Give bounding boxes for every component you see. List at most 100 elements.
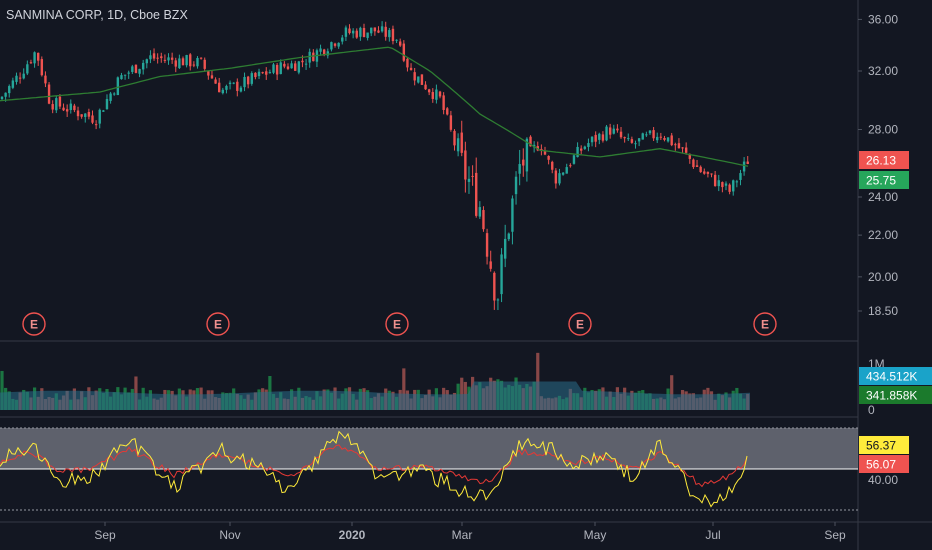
candle-body xyxy=(0,96,4,100)
price-tick-label: 24.00 xyxy=(868,190,898,204)
candle-body xyxy=(40,59,44,76)
volume-bar xyxy=(536,352,540,410)
time-tick-label: 2020 xyxy=(339,528,366,542)
candle-body xyxy=(511,198,514,232)
candle-body xyxy=(189,54,192,67)
candle-body xyxy=(688,153,691,159)
candle-body xyxy=(181,58,185,66)
candle-body xyxy=(37,52,40,61)
candle-body xyxy=(561,172,565,175)
earnings-marker[interactable]: E xyxy=(568,312,592,336)
candle-body xyxy=(62,107,65,111)
candle-body xyxy=(681,147,684,149)
candle-body xyxy=(254,72,257,78)
earnings-marker[interactable]: E xyxy=(753,312,777,336)
candle-body xyxy=(648,130,652,134)
ma-line xyxy=(0,46,749,167)
candle-body xyxy=(587,143,590,147)
candle-body xyxy=(583,146,587,149)
candle-body xyxy=(344,27,348,37)
candle-body xyxy=(569,165,572,167)
candle-body xyxy=(630,139,634,143)
candle-body xyxy=(87,112,91,117)
earnings-circle xyxy=(568,312,592,336)
candle-body xyxy=(627,138,630,140)
candle-body xyxy=(76,110,80,117)
candle-body xyxy=(746,161,749,165)
candle-body xyxy=(246,76,250,85)
candle-body xyxy=(456,138,460,152)
candle-body xyxy=(138,68,141,74)
candle-body xyxy=(724,183,728,186)
candle-body xyxy=(174,60,177,67)
candle-body xyxy=(149,55,152,60)
candle-body xyxy=(268,72,272,74)
price-tick-label: 28.00 xyxy=(868,122,898,136)
volume-bars xyxy=(0,352,750,410)
earnings-circle xyxy=(206,312,230,336)
candle-body xyxy=(663,138,666,140)
time-tick-label: May xyxy=(584,528,607,542)
candle-body xyxy=(283,63,286,67)
earnings-marker[interactable]: E xyxy=(22,312,46,336)
ma-value-tag-bg xyxy=(859,171,909,189)
candle-body xyxy=(399,41,402,46)
volume-bar xyxy=(402,368,406,410)
candle-body xyxy=(507,233,510,240)
candle-body xyxy=(102,110,105,112)
candle-body xyxy=(196,57,199,67)
candle-body xyxy=(203,59,206,69)
volume-value-tag: 341.858K xyxy=(859,386,932,404)
candle-body xyxy=(366,32,369,38)
candle-body xyxy=(739,173,742,180)
candle-body xyxy=(301,60,304,63)
candle-body xyxy=(464,150,467,180)
axes: 36.0032.0028.0024.0022.0020.0018.501M040… xyxy=(94,12,898,542)
candle-body xyxy=(674,144,677,146)
candle-body xyxy=(337,42,340,47)
candle-body xyxy=(634,143,637,145)
candle-body xyxy=(572,155,576,164)
candle-body xyxy=(677,143,681,149)
earnings-label: E xyxy=(30,318,38,332)
candle-body xyxy=(623,137,626,139)
candle-body xyxy=(612,128,615,134)
candle-body xyxy=(427,89,431,93)
last-price-tag-bg xyxy=(859,151,909,169)
candle-body xyxy=(152,53,156,59)
earnings-marker[interactable]: E xyxy=(385,312,409,336)
candle-body xyxy=(11,80,15,88)
rsi-slow-tag: 56.07 xyxy=(859,455,909,473)
candle-body xyxy=(105,99,109,110)
candle-body xyxy=(616,128,619,131)
candle-body xyxy=(47,84,51,104)
candle-body xyxy=(493,272,496,301)
price-tick-label: 32.00 xyxy=(868,64,898,78)
candle-body xyxy=(395,39,398,41)
candle-body xyxy=(84,113,87,117)
candle-body xyxy=(15,75,18,82)
candle-body xyxy=(290,63,293,69)
candle-body xyxy=(4,92,7,97)
candle-body xyxy=(580,148,583,151)
earnings-label: E xyxy=(393,318,401,332)
candle-body xyxy=(22,73,25,79)
price-tick-label: 36.00 xyxy=(868,12,898,26)
candle-body xyxy=(417,76,420,83)
candle-body xyxy=(543,150,547,155)
last-price-tag-text: 26.13 xyxy=(866,154,896,168)
candle-body xyxy=(703,171,706,174)
candle-body xyxy=(109,93,112,101)
candle-body xyxy=(641,133,644,140)
candle-body xyxy=(496,299,500,301)
candle-body xyxy=(713,174,717,187)
candle-body xyxy=(257,71,261,77)
candle-body xyxy=(134,64,138,73)
candle-body xyxy=(199,57,203,59)
candle-body xyxy=(348,28,351,34)
candle-body xyxy=(261,72,264,74)
earnings-marker[interactable]: E xyxy=(206,312,230,336)
candle-body xyxy=(373,27,377,32)
